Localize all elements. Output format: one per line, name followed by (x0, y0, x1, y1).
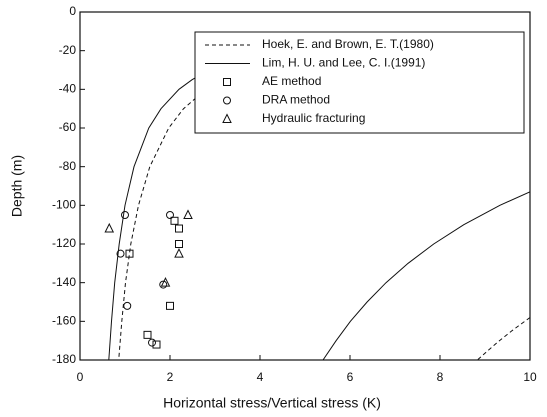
y-tick-label: -80 (59, 159, 77, 173)
triangle-marker (160, 277, 171, 287)
circle-marker (166, 211, 174, 219)
circle-marker (159, 280, 168, 289)
triangle-marker (104, 222, 115, 233)
y-tick-label: -160 (52, 314, 76, 328)
square-marker (175, 224, 183, 233)
circle-marker (116, 249, 125, 258)
legend-box (194, 31, 525, 134)
y-tick-label: -20 (59, 43, 77, 57)
square-marker (175, 240, 183, 248)
y-tick-label: 0 (69, 4, 76, 18)
y-tick-label: -140 (52, 275, 76, 289)
x-tick-label: 2 (167, 370, 174, 384)
square-marker (170, 216, 179, 225)
y-tick-label: -100 (52, 198, 76, 212)
y-tick-label: -180 (52, 352, 76, 366)
x-tick-label: 6 (347, 370, 354, 384)
circle-marker (121, 211, 129, 219)
x-tick-label: 0 (77, 370, 84, 384)
x-tick-label: 4 (257, 370, 264, 384)
y-tick-label: -120 (52, 236, 76, 250)
legend-label: Hoek, E. and Brown, E. T.(1980) (262, 37, 434, 51)
legend-label: AE method (262, 74, 321, 88)
legend-label: Lim, H. U. and Lee, C. I.(1991) (262, 56, 425, 70)
triangle-marker (183, 209, 193, 219)
triangle-marker (222, 113, 232, 123)
square-marker (166, 301, 174, 310)
plot-frame (79, 11, 531, 361)
circle-marker (223, 96, 231, 105)
x-tick-label: 10 (523, 370, 537, 384)
circle-marker (123, 301, 132, 310)
x-axis-label: Horizontal stress/Vertical stress (K) (163, 395, 381, 411)
square-marker (223, 78, 231, 86)
y-tick-label: -40 (59, 82, 77, 96)
y-axis-label: Depth (m) (9, 155, 25, 217)
square-marker (143, 330, 152, 339)
square-marker (125, 249, 134, 258)
circle-marker (148, 338, 156, 347)
legend-label: DRA method (262, 93, 330, 107)
triangle-marker (174, 248, 184, 258)
x-tick-label: 8 (437, 370, 444, 384)
legend-label: Hydraulic fracturing (262, 111, 365, 125)
y-tick-label: -60 (59, 120, 77, 134)
square-marker (152, 340, 161, 349)
